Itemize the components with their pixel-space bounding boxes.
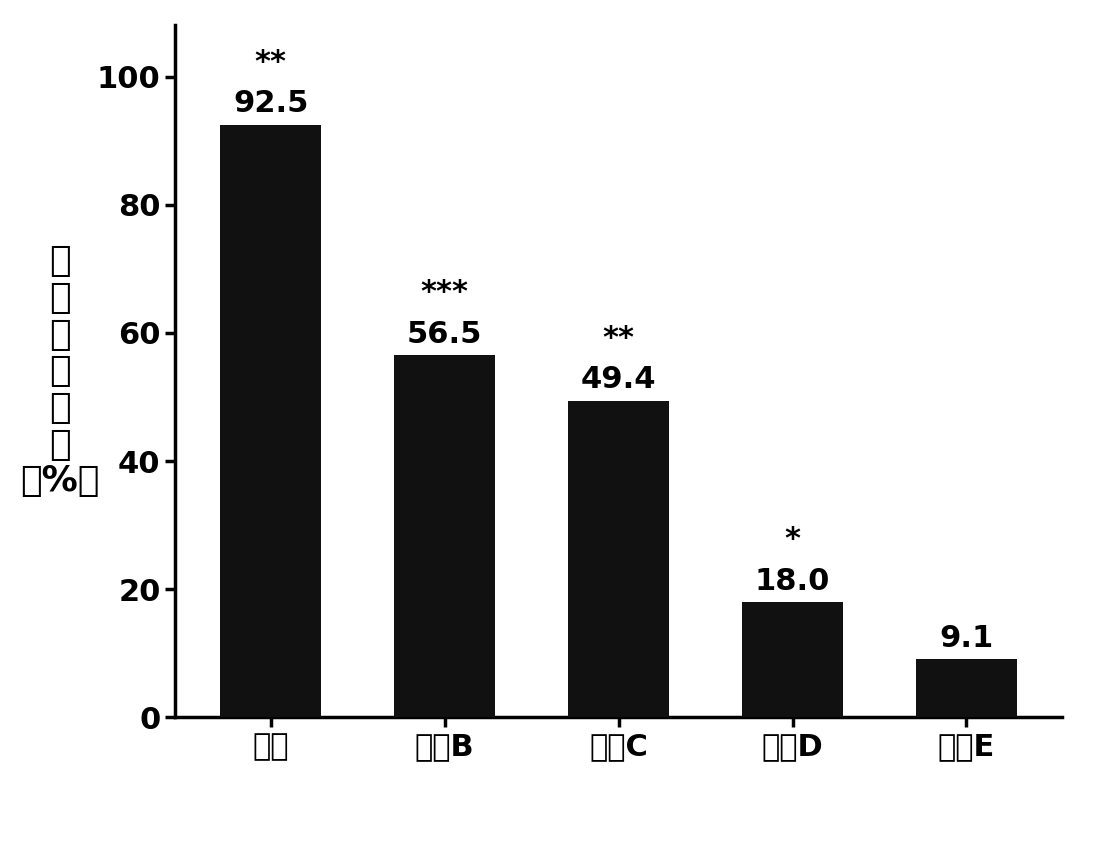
Bar [394,355,495,717]
Text: 49.4: 49.4 [581,365,656,394]
Text: **: ** [255,47,287,77]
Text: 睡
眠
改
善
作
用
（%）: 睡 眠 改 善 作 用 （%） [20,244,100,499]
Text: 92.5: 92.5 [233,89,309,118]
Text: 56.5: 56.5 [407,320,483,349]
Bar [917,659,1017,717]
Bar [220,125,321,717]
Bar [568,401,669,717]
Bar [742,602,843,717]
Text: 18.0: 18.0 [754,566,830,596]
Text: ***: *** [420,279,469,307]
Text: **: ** [602,324,635,353]
Text: *: * [785,525,800,554]
Text: 9.1: 9.1 [940,624,993,652]
